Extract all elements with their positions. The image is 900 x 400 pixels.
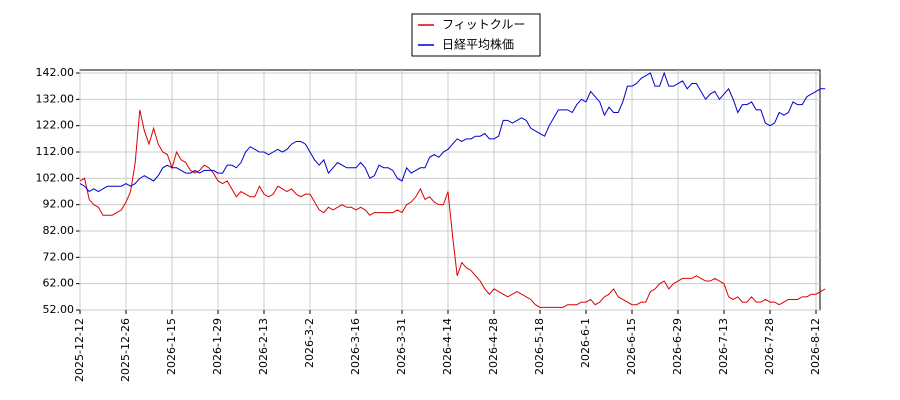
x-tick-label: 2026-3-16 bbox=[349, 318, 362, 375]
legend-label: 日経平均株価 bbox=[442, 37, 514, 52]
x-tick-label: 2026-4-14 bbox=[441, 318, 454, 375]
x-tick-label: 2026-1-29 bbox=[211, 318, 224, 375]
x-tick-label: 2026-4-28 bbox=[487, 318, 500, 375]
y-tick-label: 62.00 bbox=[43, 277, 75, 290]
plot-frame bbox=[79, 69, 821, 311]
legend-label: フィットクルー bbox=[442, 18, 525, 32]
x-tick-label: 2025-12-12 bbox=[73, 318, 86, 382]
y-tick-label: 72.00 bbox=[43, 250, 75, 263]
y-tick-label: 142.00 bbox=[36, 66, 75, 79]
y-tick-label: 112.00 bbox=[36, 145, 75, 158]
x-tick-label: 2026-6-15 bbox=[625, 318, 638, 375]
x-tick-label: 2026-7-13 bbox=[717, 318, 730, 375]
y-tick-label: 82.00 bbox=[43, 224, 75, 237]
line-series bbox=[79, 71, 826, 193]
y-tick-label: 122.00 bbox=[36, 119, 75, 132]
x-tick-label: 2025-12-26 bbox=[119, 318, 132, 382]
x-tick-label: 2026-6-1 bbox=[579, 318, 592, 368]
y-tick-label: 102.00 bbox=[36, 171, 75, 184]
x-tick-label: 2026-7-28 bbox=[763, 318, 776, 375]
y-tick-label: 132.00 bbox=[36, 92, 75, 105]
x-tick-label: 2026-3-31 bbox=[395, 318, 408, 375]
legend-box bbox=[411, 13, 541, 57]
y-tick-label: 92.00 bbox=[43, 198, 75, 211]
x-tick-label: 2026-1-15 bbox=[165, 318, 178, 375]
x-tick-label: 2026-3-2 bbox=[303, 318, 316, 368]
line-series bbox=[79, 109, 826, 308]
x-tick-label: 2026-8-12 bbox=[809, 318, 822, 375]
y-tick-label: 52.00 bbox=[43, 303, 75, 316]
x-tick-label: 2026-5-18 bbox=[533, 318, 546, 375]
x-tick-label: 2026-2-13 bbox=[257, 318, 270, 375]
x-tick-label: 2026-6-29 bbox=[671, 318, 684, 375]
